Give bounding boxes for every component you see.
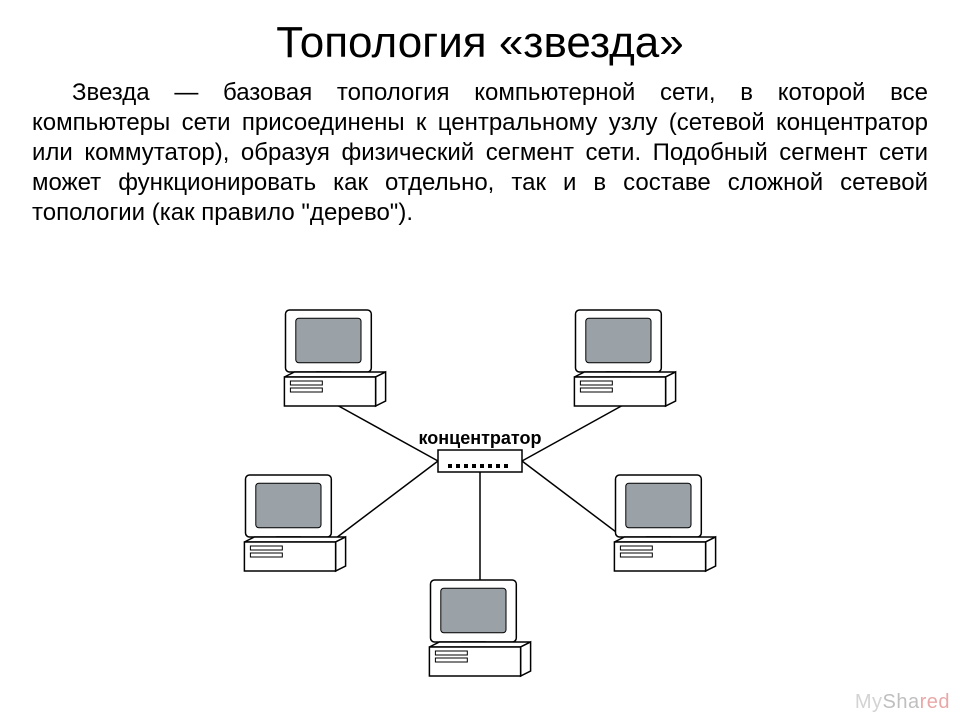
computer-icon <box>429 580 530 676</box>
star-topology-diagram: концентратор <box>200 300 760 700</box>
computer-icon <box>284 310 385 406</box>
slide: Топология «звезда» Звезда — базовая топо… <box>0 0 960 720</box>
computer-icon <box>244 475 345 571</box>
watermark-part3: red <box>920 691 950 713</box>
diagram-svg: концентратор <box>200 300 760 700</box>
page-title: Топология «звезда» <box>0 0 960 78</box>
watermark-part2: Sha <box>883 691 920 713</box>
hub-label: концентратор <box>419 428 542 448</box>
hub-icon <box>438 450 522 472</box>
watermark: MyShared <box>855 691 950 714</box>
computer-icon <box>574 310 675 406</box>
watermark-part1: My <box>855 691 883 713</box>
body-paragraph: Звезда — базовая топология компьютерной … <box>0 78 960 228</box>
computer-icon <box>614 475 715 571</box>
